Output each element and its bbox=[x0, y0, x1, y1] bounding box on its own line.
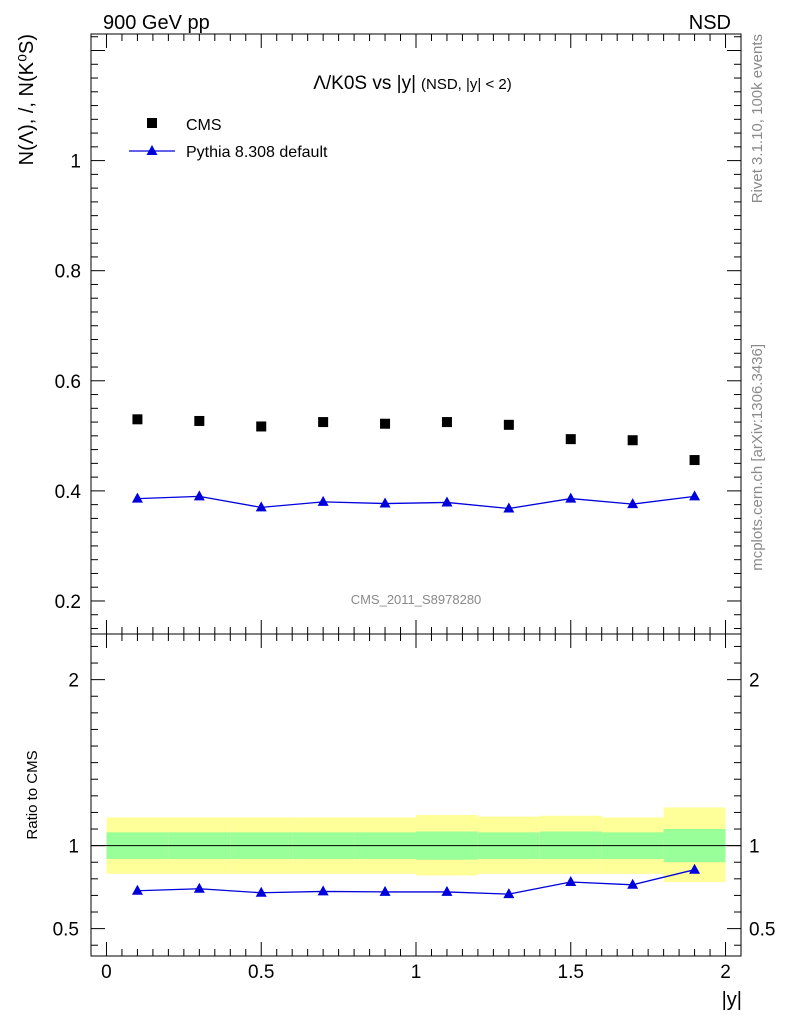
main-y-axis-label: N(Λ), /, N(K⁰S) bbox=[16, 34, 38, 165]
main-x-ticks bbox=[105, 34, 727, 634]
ratio-point bbox=[565, 875, 577, 886]
main-series bbox=[131, 414, 701, 513]
ratio-point bbox=[317, 885, 329, 896]
mcplots-label: mcplots.cern.ch [arXiv:1306.3436] bbox=[749, 344, 766, 571]
rivet-label: Rivet 3.1.10, 100k events bbox=[749, 34, 766, 203]
header-right: NSD bbox=[689, 12, 731, 34]
ratio-line bbox=[137, 869, 695, 895]
cms-point bbox=[318, 417, 329, 428]
ratio-y-tick-label-right: 0.5 bbox=[749, 920, 775, 941]
y-tick-label: 0.2 bbox=[55, 592, 81, 613]
pythia-point bbox=[503, 502, 515, 513]
ratio-y-tick-label-right: 2 bbox=[749, 671, 760, 692]
x-tick-label: 1.5 bbox=[558, 962, 584, 983]
pythia-point bbox=[689, 490, 701, 501]
cms-point bbox=[627, 435, 638, 446]
pythia-point bbox=[565, 492, 577, 503]
ratio-series bbox=[131, 863, 701, 899]
y-tick-label: 0.8 bbox=[55, 262, 81, 283]
ratio-x-ticks: 0 0.5 1 1.5 2 bbox=[101, 634, 731, 983]
cms-point bbox=[503, 419, 514, 430]
main-y-ticks: 0.2 0.4 0.6 0.8 1 bbox=[55, 36, 741, 629]
ratio-point bbox=[379, 885, 391, 896]
ratio-point bbox=[627, 878, 639, 889]
x-tick-label: 0 bbox=[101, 962, 112, 983]
cms-point bbox=[689, 455, 700, 466]
x-tick-label: 0.5 bbox=[248, 962, 274, 983]
x-tick-label: 1 bbox=[411, 962, 422, 983]
ratio-panel: 0.5 0.5 1 1 2 2 0 0.5 1 1.5 2 Ratio to CMS |y| bbox=[24, 633, 775, 1011]
cms-point bbox=[256, 421, 267, 432]
x-tick-label: 2 bbox=[720, 962, 731, 983]
pythia-point bbox=[131, 492, 143, 503]
main-subtitle: (NSD, |y| < 2) bbox=[421, 76, 512, 93]
pythia-point bbox=[255, 501, 267, 512]
cms-point bbox=[565, 434, 576, 445]
ratio-y-tick-label-right: 1 bbox=[749, 837, 760, 858]
pythia-point bbox=[317, 495, 329, 506]
pythia-line bbox=[137, 495, 695, 510]
ratio-point bbox=[193, 882, 205, 893]
legend: CMS Pythia 8.308 default bbox=[129, 117, 328, 161]
pythia-point bbox=[379, 497, 391, 508]
legend-marker-pythia bbox=[146, 145, 158, 155]
ratio-y-tick-label-left: 2 bbox=[68, 671, 79, 692]
x-axis-label: |y| bbox=[722, 989, 742, 1011]
ratio-point bbox=[503, 888, 515, 899]
pythia-point bbox=[193, 490, 205, 501]
ratio-frame bbox=[90, 633, 742, 957]
cms-point bbox=[441, 417, 452, 428]
legend-label-pythia: Pythia 8.308 default bbox=[186, 144, 328, 161]
legend-marker-cms bbox=[147, 118, 157, 128]
cms-point bbox=[380, 418, 391, 429]
y-tick-label: 0.6 bbox=[55, 372, 81, 393]
ratio-point bbox=[441, 885, 453, 896]
y-tick-label: 1 bbox=[70, 152, 81, 173]
ratio-y-ticks: 0.5 0.5 1 1 2 2 bbox=[53, 645, 775, 946]
ratio-y-tick-label-left: 0.5 bbox=[53, 920, 79, 941]
ratio-y-axis-label: Ratio to CMS bbox=[24, 750, 41, 839]
uncertainty-bands bbox=[106, 807, 726, 883]
legend-label-cms: CMS bbox=[186, 117, 222, 134]
ratio-y-tick-label-left: 1 bbox=[68, 837, 79, 858]
ratio-point bbox=[689, 863, 701, 874]
cms-point bbox=[132, 414, 143, 425]
main-title: Λ/K0S vs |y| bbox=[313, 73, 416, 94]
cms-point bbox=[194, 415, 205, 426]
header-left: 900 GeV pp bbox=[103, 12, 210, 34]
pythia-point bbox=[441, 496, 453, 507]
main-panel: N(Λ), /, N(K⁰S) Λ/K0S vs |y| (NSD, |y| <… bbox=[16, 33, 742, 635]
pythia-point bbox=[627, 498, 639, 509]
ratio-point bbox=[255, 886, 267, 897]
y-tick-label: 0.4 bbox=[55, 482, 82, 503]
analysis-watermark: CMS_2011_S8978280 bbox=[351, 592, 482, 607]
ratio-point bbox=[131, 884, 143, 895]
